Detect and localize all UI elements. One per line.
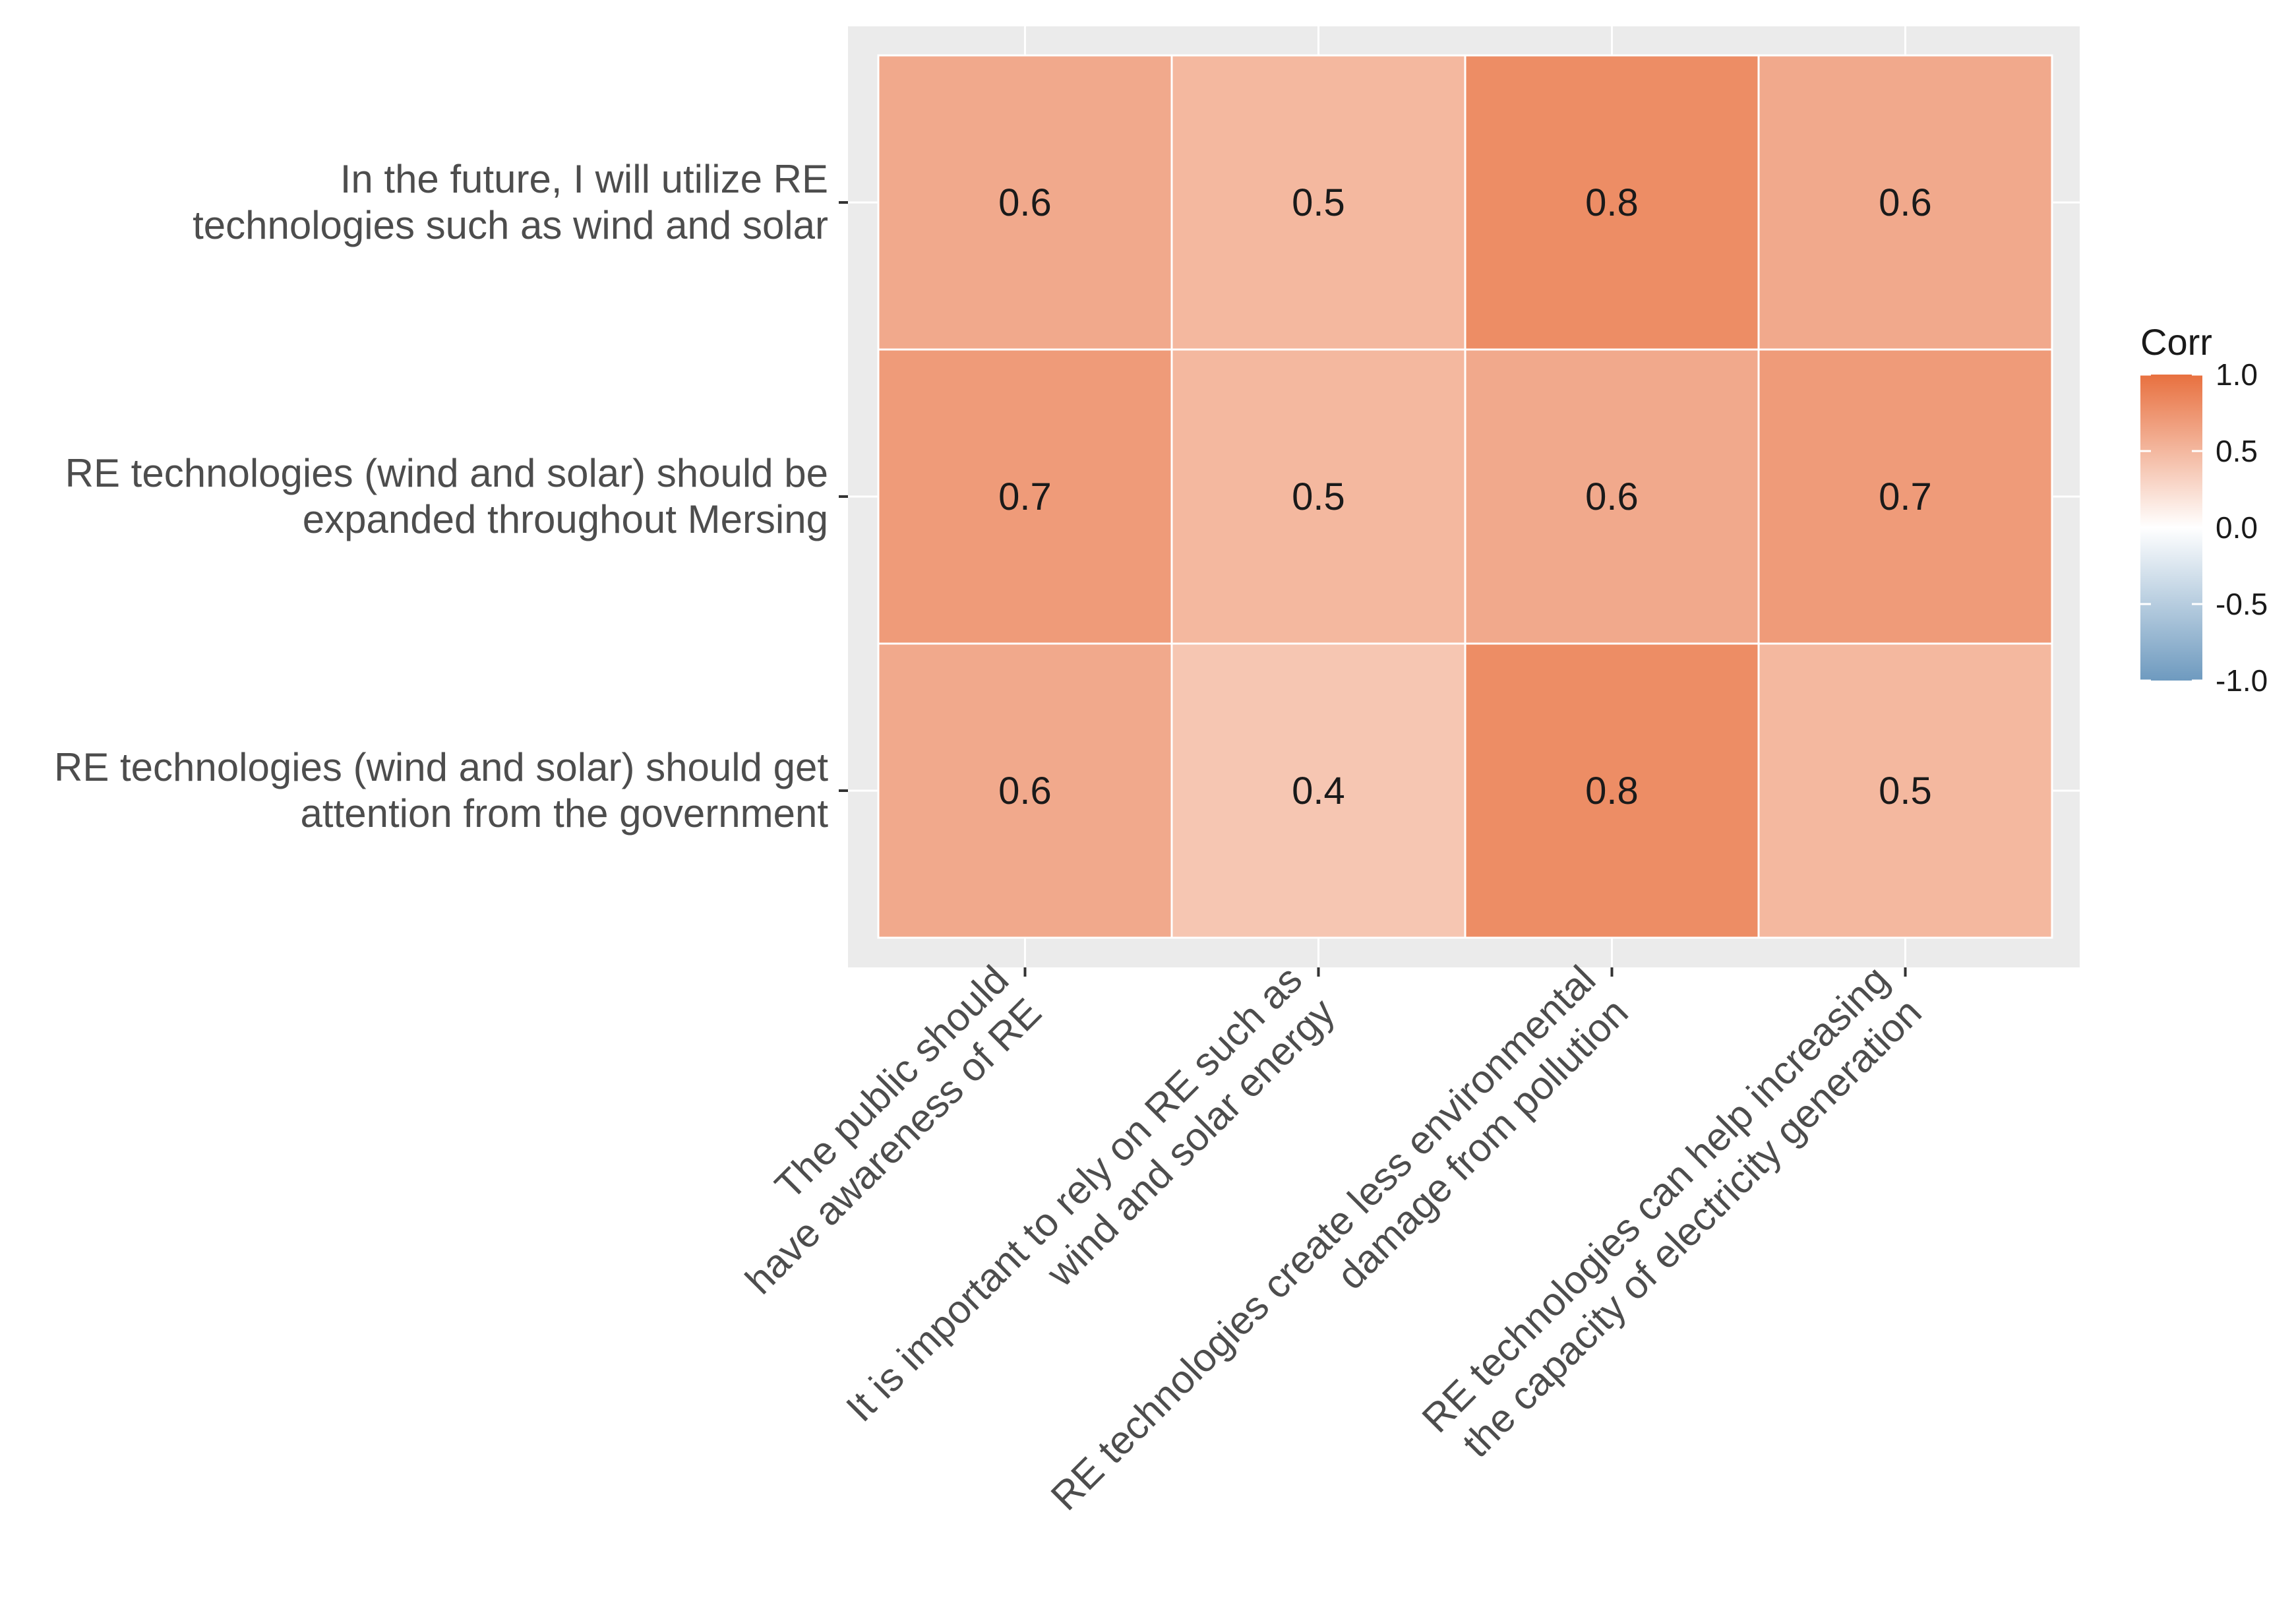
cell-value-label-r3-c3: 0.8 bbox=[1585, 770, 1639, 812]
heatmap-cell-r3-c1 bbox=[877, 642, 1173, 939]
y-axis-label-row3-line2: attention from the government bbox=[301, 791, 829, 836]
y-axis: In the future, I will utilize REtechnolo… bbox=[54, 157, 848, 836]
cell-value-label-r2-c1: 0.7 bbox=[998, 475, 1052, 518]
heatmap-cell-r1-c2 bbox=[1170, 54, 1466, 351]
heatmap-cell-r2-c3 bbox=[1464, 348, 1760, 645]
heatmap-cell-r3-c3 bbox=[1464, 642, 1760, 939]
y-axis-label-row2-line1: RE technologies (wind and solar) should … bbox=[65, 451, 828, 495]
cell-value-label-r2-c2: 0.5 bbox=[1292, 475, 1345, 518]
legend-title: Corr bbox=[2140, 321, 2212, 363]
heatmap-cell-r1-c1 bbox=[877, 54, 1173, 351]
heatmap-cell-r3-c4 bbox=[1757, 642, 2053, 939]
cell-value-label-r1-c2: 0.5 bbox=[1292, 181, 1345, 224]
y-axis-label-row1-line2: technologies such as wind and solar bbox=[193, 203, 828, 247]
cell-value-label-r2-c4: 0.7 bbox=[1879, 475, 1932, 518]
cell-value-label-r2-c3: 0.6 bbox=[1585, 475, 1639, 518]
heatmap-cell-r3-c2 bbox=[1170, 642, 1466, 939]
x-axis-label-col2-line1: It is important to rely on RE such as bbox=[837, 957, 1310, 1430]
x-axis-label-col4-line1: RE technologies can help increasing bbox=[1414, 957, 1898, 1441]
y-axis-label-row1-line1: In the future, I will utilize RE bbox=[340, 157, 828, 201]
heatmap-cell-r1-c4 bbox=[1757, 54, 2053, 351]
cell-value-label-r1-c4: 0.6 bbox=[1879, 181, 1932, 224]
cell-value-label-r3-c2: 0.4 bbox=[1292, 770, 1345, 812]
cell-value-label-r3-c1: 0.6 bbox=[998, 770, 1052, 812]
cell-value-label-r1-c1: 0.6 bbox=[998, 181, 1052, 224]
legend-tick-label: -1.0 bbox=[2216, 663, 2268, 698]
y-axis-label-row2-line2: expanded throughout Mersing bbox=[303, 497, 828, 541]
legend-tick-label: 1.0 bbox=[2216, 357, 2258, 392]
heatmap-cell-r2-c4 bbox=[1757, 348, 2053, 645]
cell-value-label-r3-c4: 0.5 bbox=[1879, 770, 1932, 812]
x-axis-label-group-col3: RE technologies create less environmenta… bbox=[1042, 957, 1637, 1519]
heatmap-cell-r2-c1 bbox=[877, 348, 1173, 645]
y-axis-label-row3-line1: RE technologies (wind and solar) should … bbox=[54, 745, 828, 789]
x-axis-label-col3-line1: RE technologies create less environmenta… bbox=[1042, 957, 1604, 1519]
heatmap-cells bbox=[877, 54, 2053, 939]
legend-tick-label: 0.0 bbox=[2216, 510, 2258, 545]
heatmap-cell-r2-c2 bbox=[1170, 348, 1466, 645]
legend-tick-label: 0.5 bbox=[2216, 434, 2258, 468]
cell-value-label-r1-c3: 0.8 bbox=[1585, 181, 1639, 224]
legend-tick-label: -0.5 bbox=[2216, 587, 2268, 621]
heatmap-cell-labels: 0.6 0.5 0.8 0.6 0.7 0.5 0.6 0.7 0.6 0.4 0.8 0.5 bbox=[998, 181, 1932, 812]
